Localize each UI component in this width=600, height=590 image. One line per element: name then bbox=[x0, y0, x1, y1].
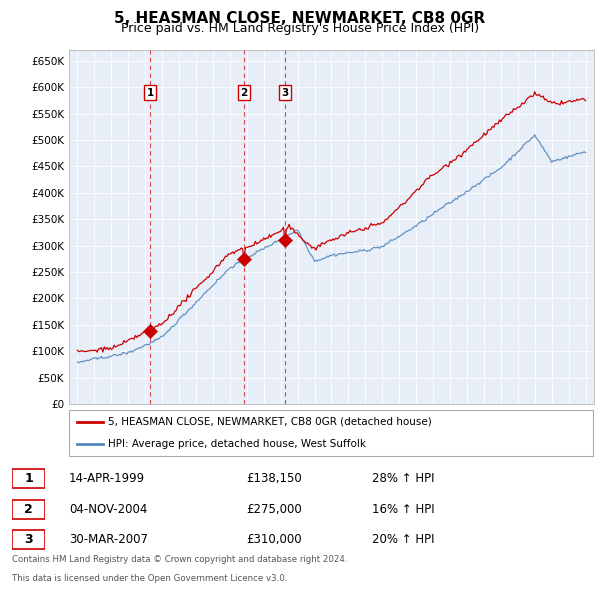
Text: 14-APR-1999: 14-APR-1999 bbox=[69, 472, 145, 485]
Text: 2: 2 bbox=[24, 503, 33, 516]
FancyBboxPatch shape bbox=[12, 530, 45, 549]
FancyBboxPatch shape bbox=[12, 500, 45, 519]
Text: 2: 2 bbox=[241, 88, 248, 97]
FancyBboxPatch shape bbox=[69, 410, 593, 456]
Text: Price paid vs. HM Land Registry's House Price Index (HPI): Price paid vs. HM Land Registry's House … bbox=[121, 22, 479, 35]
Text: 3: 3 bbox=[281, 88, 289, 97]
FancyBboxPatch shape bbox=[12, 469, 45, 488]
Text: 04-NOV-2004: 04-NOV-2004 bbox=[69, 503, 148, 516]
Text: 28% ↑ HPI: 28% ↑ HPI bbox=[372, 472, 434, 485]
Text: 5, HEASMAN CLOSE, NEWMARKET, CB8 0GR (detached house): 5, HEASMAN CLOSE, NEWMARKET, CB8 0GR (de… bbox=[109, 417, 432, 427]
Text: HPI: Average price, detached house, West Suffolk: HPI: Average price, detached house, West… bbox=[109, 439, 367, 449]
Text: 1: 1 bbox=[146, 88, 154, 97]
Text: 5, HEASMAN CLOSE, NEWMARKET, CB8 0GR: 5, HEASMAN CLOSE, NEWMARKET, CB8 0GR bbox=[115, 11, 485, 25]
Text: £310,000: £310,000 bbox=[246, 533, 302, 546]
Text: 30-MAR-2007: 30-MAR-2007 bbox=[69, 533, 148, 546]
Text: 3: 3 bbox=[24, 533, 33, 546]
Text: £275,000: £275,000 bbox=[246, 503, 302, 516]
Text: 16% ↑ HPI: 16% ↑ HPI bbox=[372, 503, 434, 516]
Text: 20% ↑ HPI: 20% ↑ HPI bbox=[372, 533, 434, 546]
Text: Contains HM Land Registry data © Crown copyright and database right 2024.: Contains HM Land Registry data © Crown c… bbox=[12, 555, 347, 564]
Text: 1: 1 bbox=[24, 472, 33, 485]
Text: £138,150: £138,150 bbox=[246, 472, 302, 485]
Text: This data is licensed under the Open Government Licence v3.0.: This data is licensed under the Open Gov… bbox=[12, 574, 287, 583]
